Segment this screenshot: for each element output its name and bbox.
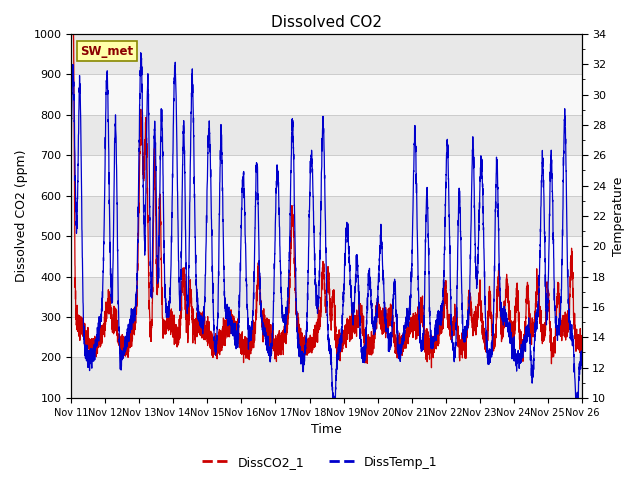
- Bar: [71, 236, 582, 276]
- Title: Dissolved CO2: Dissolved CO2: [271, 15, 382, 30]
- X-axis label: Time: Time: [311, 423, 342, 436]
- Bar: [71, 74, 582, 115]
- Text: SW_met: SW_met: [81, 45, 134, 58]
- Bar: [71, 317, 582, 358]
- Bar: [71, 155, 582, 196]
- Bar: [71, 34, 582, 74]
- Y-axis label: Temperature: Temperature: [612, 176, 625, 256]
- Legend: DissCO2_1, DissTemp_1: DissCO2_1, DissTemp_1: [197, 451, 443, 474]
- Bar: [71, 276, 582, 317]
- Bar: [71, 115, 582, 155]
- Y-axis label: Dissolved CO2 (ppm): Dissolved CO2 (ppm): [15, 150, 28, 282]
- Bar: [71, 358, 582, 398]
- Bar: [71, 196, 582, 236]
